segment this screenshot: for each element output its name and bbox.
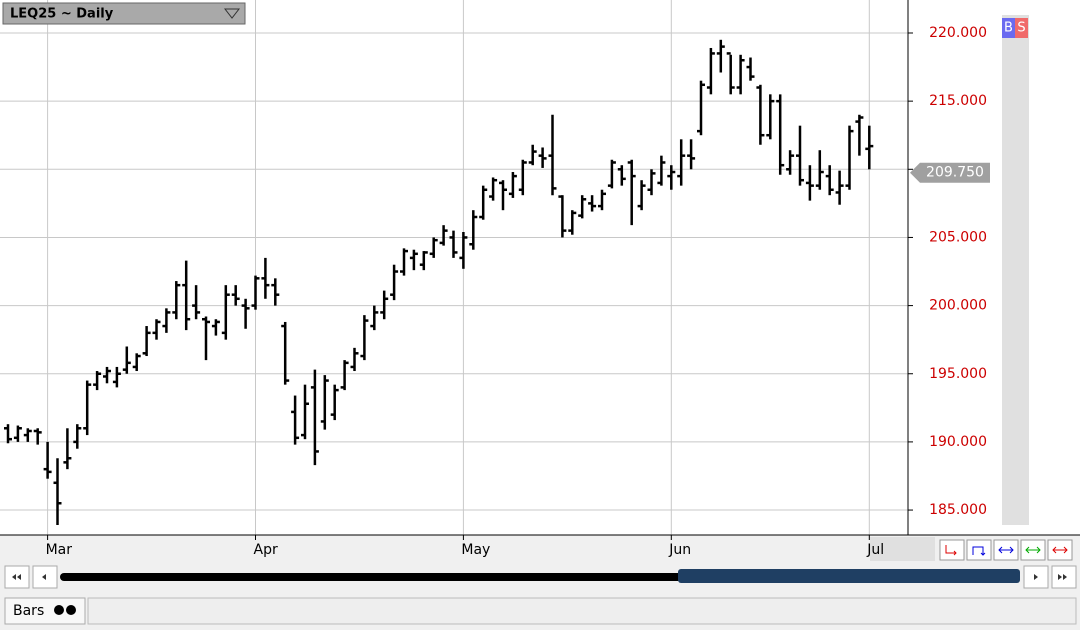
bars: [4, 39, 874, 526]
symbol-box[interactable]: [2, 2, 246, 25]
last-price-label: 209.750: [926, 165, 984, 181]
buy-label[interactable]: B: [1004, 21, 1013, 36]
axis-end-box: [870, 537, 935, 561]
tool-icon: [972, 546, 986, 556]
status-icon: [66, 605, 76, 615]
scroll-thumb[interactable]: [678, 569, 1020, 583]
scroll-icon: [1034, 574, 1067, 580]
x-tick-label: Jul: [866, 542, 884, 558]
y-tick-label: 190.000: [929, 434, 987, 450]
tool-button[interactable]: [939, 539, 965, 561]
plot-background: [0, 0, 1080, 535]
tool-button[interactable]: [966, 539, 992, 561]
side-strip: [1002, 15, 1029, 525]
sell-label[interactable]: S: [1017, 21, 1025, 36]
x-tick-label: Apr: [254, 542, 278, 558]
y-tick-label: 215.000: [929, 93, 987, 109]
buy-button[interactable]: [1002, 18, 1015, 38]
tool-icon: [998, 546, 1014, 554]
x-tick-label: Mar: [46, 542, 73, 558]
scrollbar: [4, 565, 1077, 589]
last-price-marker: [910, 162, 990, 183]
y-tick-label: 200.000: [929, 298, 987, 314]
x-tick-label: Jun: [668, 542, 691, 558]
scroll-icon: [12, 574, 46, 580]
sell-button[interactable]: [1015, 18, 1028, 38]
y-tick-label: 220.000: [929, 25, 987, 41]
tool-icon: [1025, 546, 1041, 554]
y-tick-label: 205.000: [929, 229, 987, 245]
symbol-label[interactable]: LEQ25 ~ Daily: [10, 7, 114, 22]
y-tick-label: 195.000: [929, 366, 987, 382]
tool-icon: [945, 545, 957, 556]
status-icon: [54, 605, 64, 615]
y-tick-label: 185.000: [929, 502, 987, 518]
dropdown-arrow[interactable]: [223, 8, 241, 19]
tool-buttons: [939, 539, 1073, 561]
tool-icon: [1052, 546, 1068, 554]
status-bar: [87, 597, 1077, 625]
status-tab-label[interactable]: Bars: [13, 603, 44, 619]
x-tick-label: May: [461, 542, 490, 558]
